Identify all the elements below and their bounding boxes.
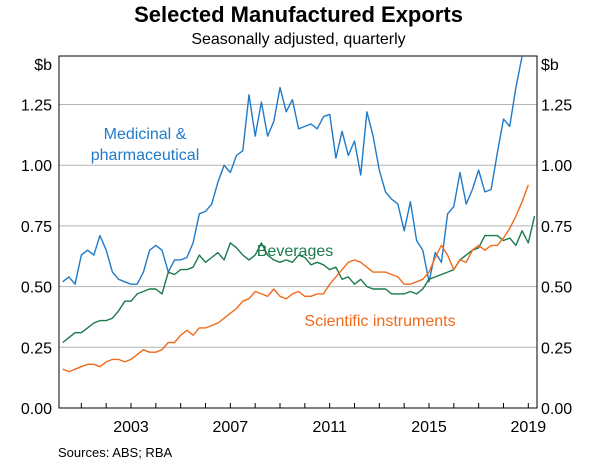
series-line [62,55,523,285]
y-tick-label-left: 0.50 [21,280,52,297]
x-tick-label: 2019 [511,419,547,436]
series-label: Medicinal & [104,126,187,143]
y-tick-label-right: 1.00 [541,158,572,175]
series-label: Beverages [257,243,334,260]
series-label: pharmaceutical [91,147,200,164]
y-tick-label-right: 0.75 [541,219,572,236]
y-tick-label-right: 0.25 [541,340,572,357]
series-line [62,216,536,344]
x-tick-label: 2011 [312,419,347,436]
y-tick-label-left: 1.00 [21,158,52,175]
y-tick-label-left: 1.25 [21,98,52,115]
y-tick-label-left: 0.25 [21,340,52,357]
y-axis-unit-right: $b [541,57,559,74]
x-tick-label: 2015 [411,419,447,436]
plot-frame [58,55,538,409]
x-tick-label: 2007 [213,419,249,436]
y-tick-label-left: 0.75 [21,219,52,236]
chart-source: Sources: ABS; RBA [58,445,173,460]
x-tick-label: 2003 [113,419,149,436]
chart-subtitle: Seasonally adjusted, quarterly [191,31,406,48]
y-tick-label-left: 0.00 [21,401,52,418]
series-line [62,184,529,373]
y-axis-unit-left: $b [34,57,52,74]
chart-title: Selected Manufactured Exports [134,2,463,27]
y-tick-label-right: 0.50 [541,280,572,297]
y-tick-label-right: 0.00 [541,401,572,418]
y-tick-label-right: 1.25 [541,98,572,115]
series-label: Scientific instruments [304,313,455,330]
